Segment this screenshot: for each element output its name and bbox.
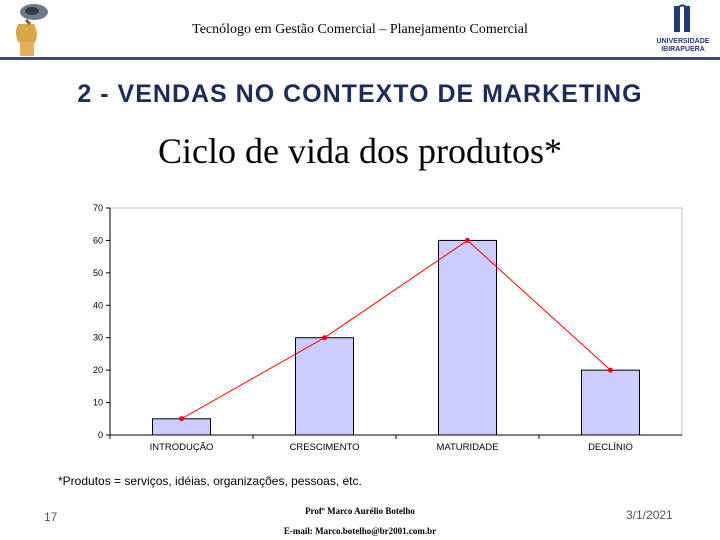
x-tick-label: DECLÍNIO <box>588 442 633 453</box>
footer-date: 3/1/2021 <box>626 508 673 522</box>
x-tick-label: INTRODUÇÃO <box>150 442 214 453</box>
line-series <box>179 237 613 422</box>
x-tick-label: MATURIDADE <box>436 442 498 453</box>
y-tick-label: 60 <box>93 235 103 245</box>
bar <box>581 369 640 436</box>
x-axis: INTRODUÇÃO CRESCIMENTO MATURIDADE DECLÍNIO <box>109 434 682 453</box>
y-tick-label: 70 <box>93 203 103 213</box>
x-tick-label: CRESCIMENTO <box>289 442 359 453</box>
y-tick-label: 0 <box>98 430 103 440</box>
y-tick-label: 50 <box>93 268 103 278</box>
line-point <box>608 367 613 373</box>
header-title: Tecnólogo em Gestão Comercial – Planejam… <box>192 22 528 37</box>
university-logo: UNIVERSIDADE IBIRAPUERA <box>648 2 718 58</box>
line-point <box>322 335 327 341</box>
university-name-line2: IBIRAPUERA <box>661 46 705 53</box>
y-tick-label: 10 <box>93 398 103 408</box>
bar <box>295 337 354 436</box>
y-tick-label: 20 <box>93 365 103 375</box>
slide-title: Ciclo de vida dos produtos* <box>158 131 562 171</box>
y-tick-label: 40 <box>93 300 103 310</box>
bar <box>438 239 497 436</box>
footer-author: Profº Marco Aurélio Botelho <box>305 506 415 516</box>
mascot-logo <box>4 2 56 58</box>
line-point <box>179 416 184 422</box>
header-divider <box>0 57 720 60</box>
university-name-line1: UNIVERSIDADE <box>656 38 710 45</box>
trend-line <box>181 239 611 420</box>
y-axis: 0 10 20 30 40 50 60 70 <box>93 203 111 440</box>
page-number: 17 <box>44 510 58 524</box>
footnote: *Produtos = serviços, idéias, organizaçõ… <box>58 474 362 488</box>
footer-email: E-mail: Marco.botelho@br2001.com.br <box>283 526 437 536</box>
line-point <box>465 237 470 243</box>
y-tick-label: 30 <box>93 333 103 343</box>
product-life-cycle-chart: 0 10 20 30 40 50 60 70 INTRODUÇÃO CRESCIMENTO MAT… <box>93 203 683 453</box>
section-heading: 2 - VENDAS NO CONTEXTO DE MARKETING <box>77 80 643 108</box>
bar-series <box>152 239 640 436</box>
